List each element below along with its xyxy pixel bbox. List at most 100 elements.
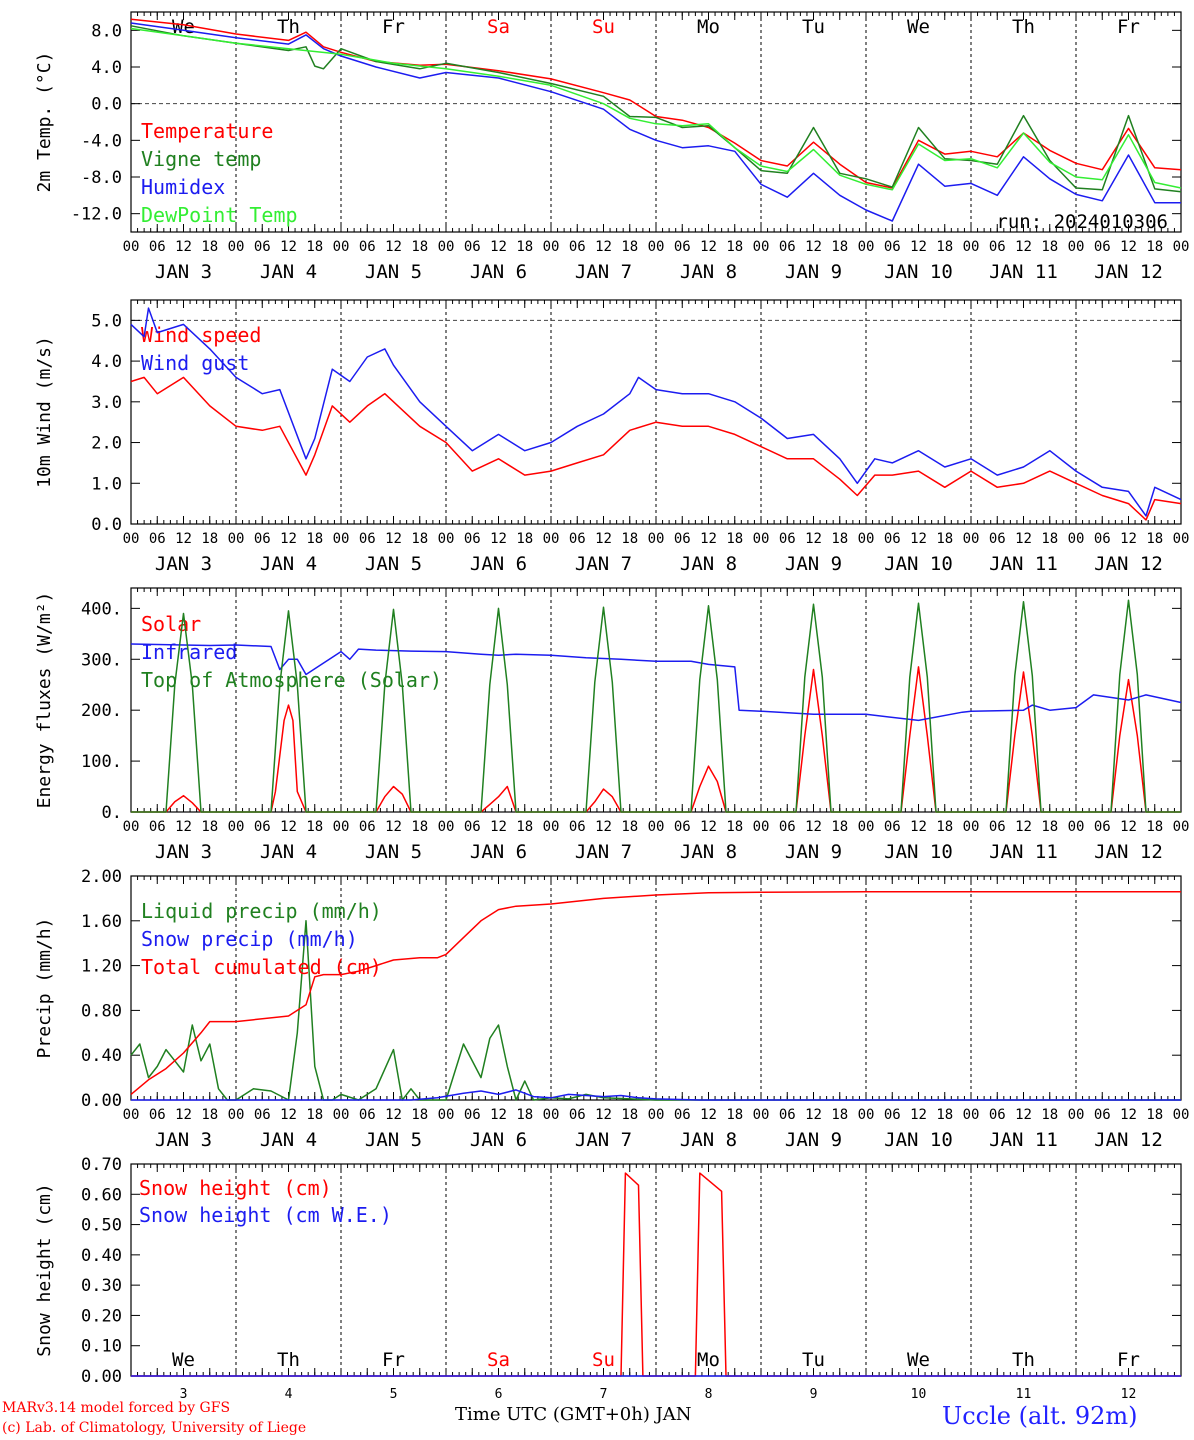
y-tick-label: 2.00 — [81, 867, 122, 887]
legend-label: Humidex — [141, 175, 225, 199]
hour-tick-label: 06 — [359, 239, 376, 255]
date-label: JAN 5 — [365, 841, 422, 863]
day-number-label: 6 — [495, 1387, 503, 1402]
date-label: JAN 6 — [470, 1129, 527, 1151]
day-number-label: 9 — [810, 1387, 818, 1402]
weekday-label: Mo — [697, 1349, 720, 1371]
hour-tick-label: 12 — [1015, 239, 1032, 255]
hour-tick-label: 18 — [621, 1107, 638, 1123]
date-label: JAN 11 — [989, 841, 1058, 863]
hour-tick-label: 18 — [726, 819, 743, 835]
weekday-label: We — [172, 1349, 195, 1371]
date-label: JAN 11 — [989, 1129, 1058, 1151]
hour-tick-label: 00 — [123, 239, 140, 255]
hour-tick-label: 00 — [438, 239, 455, 255]
date-label: JAN 12 — [1094, 1129, 1163, 1151]
y-tick-label: 0.80 — [81, 1001, 122, 1021]
date-label: JAN 10 — [884, 553, 953, 575]
hour-tick-label: 00 — [858, 819, 875, 835]
hour-tick-label: 06 — [569, 819, 586, 835]
weekday-label: Sa — [487, 1349, 510, 1371]
hour-tick-label: 18 — [1041, 531, 1058, 547]
panel-3: 400.300.200.100.0.Energy fluxes (W/m²)00… — [34, 588, 1189, 863]
date-label: JAN 12 — [1094, 553, 1163, 575]
hour-tick-label: 18 — [411, 531, 428, 547]
hour-tick-label: 00 — [123, 1107, 140, 1123]
hour-tick-label: 12 — [175, 819, 192, 835]
hour-tick-label: 06 — [1094, 1107, 1111, 1123]
hour-tick-label: 18 — [621, 819, 638, 835]
hour-tick-label: 00 — [648, 239, 665, 255]
hour-tick-label: 06 — [1094, 531, 1111, 547]
lab-credit: (c) Lab. of Climatology, University of L… — [2, 1420, 306, 1436]
hour-tick-label: 18 — [726, 239, 743, 255]
hour-tick-label: 06 — [359, 1107, 376, 1123]
legend-label: Vigne temp — [141, 147, 261, 171]
date-label: JAN 8 — [680, 841, 737, 863]
date-label: JAN 7 — [575, 1129, 632, 1151]
hour-tick-label: 00 — [963, 1107, 980, 1123]
hour-tick-label: 06 — [149, 239, 166, 255]
date-label: JAN 11 — [989, 261, 1058, 283]
y-tick-label: 100. — [81, 752, 122, 772]
hour-tick-label: 12 — [1120, 531, 1137, 547]
hour-tick-label: 06 — [884, 1107, 901, 1123]
y-tick-label: 0.40 — [81, 1246, 122, 1266]
y-tick-label: 8.0 — [91, 21, 122, 41]
hour-tick-label: 00 — [543, 1107, 560, 1123]
y-tick-label: 5.0 — [91, 311, 122, 331]
y-axis-label: 10m Wind (m/s) — [34, 336, 55, 488]
hour-tick-label: 12 — [175, 531, 192, 547]
station-label: Uccle (alt. 92m) — [942, 1402, 1138, 1430]
hour-tick-label: 12 — [910, 531, 927, 547]
hour-tick-label: 12 — [700, 239, 717, 255]
hour-tick-label: 00 — [963, 819, 980, 835]
hour-tick-label: 00 — [228, 531, 245, 547]
date-label: JAN 9 — [785, 841, 842, 863]
hour-tick-label: 18 — [201, 1107, 218, 1123]
day-number-label: 11 — [1016, 1387, 1032, 1402]
date-label: JAN 6 — [470, 841, 527, 863]
hour-tick-label: 06 — [254, 239, 271, 255]
date-label: JAN 10 — [884, 261, 953, 283]
y-tick-label: 0.50 — [81, 1216, 122, 1236]
weekday-label: Fr — [1117, 16, 1140, 38]
y-tick-label: -12.0 — [71, 205, 122, 225]
weekday-label: Fr — [382, 16, 405, 38]
y-tick-label: -8.0 — [81, 168, 122, 188]
hour-tick-label: 18 — [306, 239, 323, 255]
date-label: JAN 4 — [260, 553, 317, 575]
meteogram: 8.04.00.0-4.0-8.0-12.02m Temp. (°C)00 06 1… — [0, 0, 1194, 1440]
hour-tick-label: 06 — [779, 531, 796, 547]
hour-tick-label: 00 — [333, 1107, 350, 1123]
y-tick-label: 0. — [102, 803, 122, 823]
y-tick-label: 1.0 — [91, 474, 122, 494]
legend-label: DewPoint Temp — [141, 203, 298, 227]
date-label: JAN 8 — [680, 1129, 737, 1151]
hour-tick-label: 12 — [910, 239, 927, 255]
date-label: JAN 3 — [155, 1129, 212, 1151]
hour-tick-label: 00 — [1173, 1107, 1190, 1123]
legend-label: Snow precip (mm/h) — [141, 927, 358, 951]
hour-tick-label: 00 — [1173, 819, 1190, 835]
date-label: JAN 4 — [260, 261, 317, 283]
y-axis-label: Energy fluxes (W/m²) — [34, 592, 55, 809]
hour-tick-label: 12 — [385, 819, 402, 835]
hour-tick-label: 12 — [490, 1107, 507, 1123]
hour-tick-label: 06 — [674, 531, 691, 547]
weekday-label: Su — [592, 16, 615, 38]
panel-4: 2.00 1.60 1.20 0.80 0.40 0.00 Precip (mm/h) 00 0… — [34, 867, 1189, 1151]
hour-tick-label: 18 — [201, 239, 218, 255]
hour-tick-label: 12 — [1120, 239, 1137, 255]
hour-tick-label: 18 — [936, 239, 953, 255]
weekday-label: Th — [1012, 1349, 1035, 1371]
hour-tick-label: 06 — [779, 819, 796, 835]
hour-tick-label: 18 — [831, 1107, 848, 1123]
hour-tick-label: 00 — [1068, 531, 1085, 547]
weekday-label: We — [907, 16, 930, 38]
hour-tick-label: 18 — [1146, 531, 1163, 547]
hour-tick-label: 06 — [149, 531, 166, 547]
weekday-label: Th — [277, 16, 300, 38]
hour-tick-label: 12 — [595, 819, 612, 835]
weekday-label: Su — [592, 1349, 615, 1371]
